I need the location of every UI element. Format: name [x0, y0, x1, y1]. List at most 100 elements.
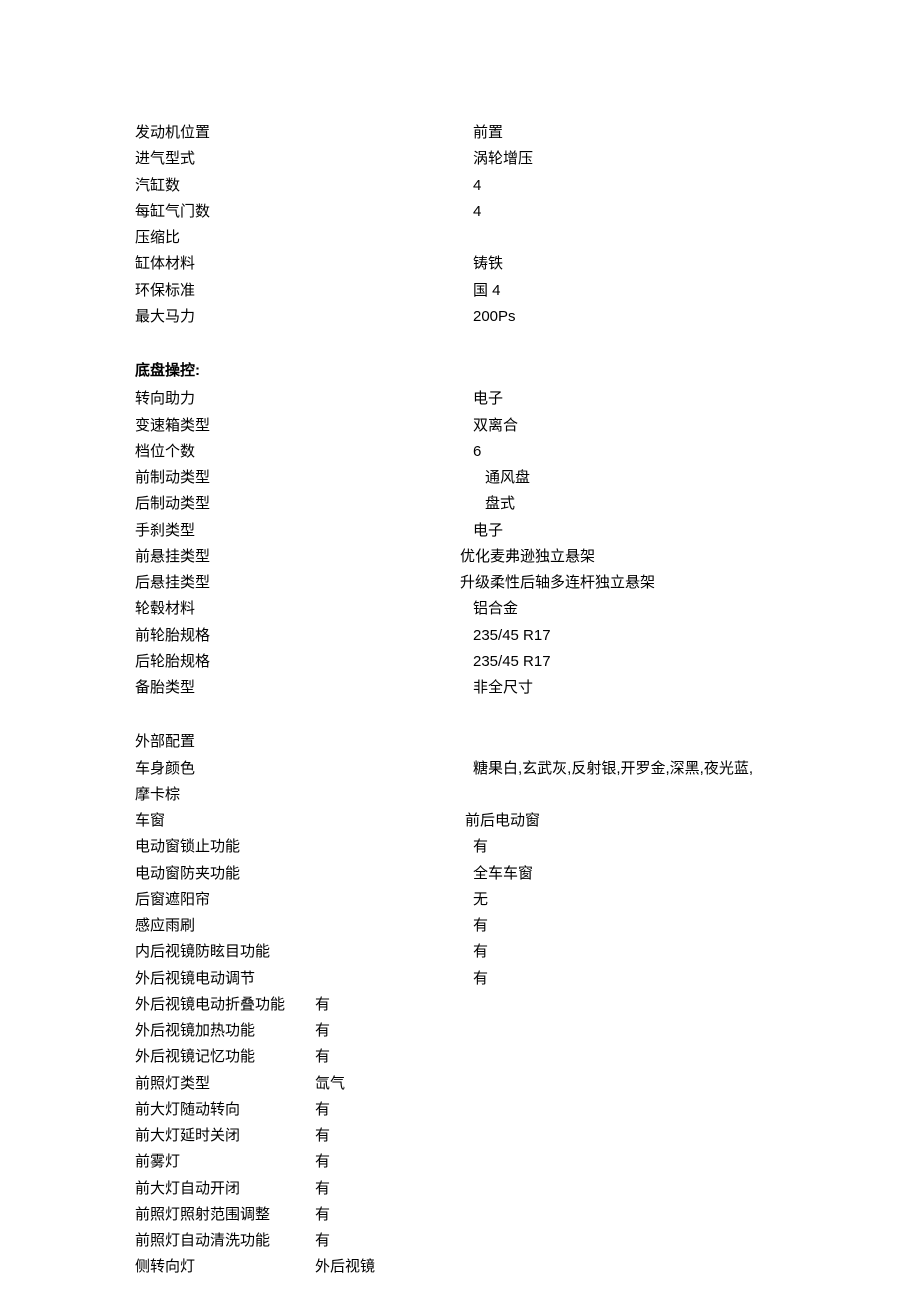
spec-row: 内后视镜防眩目功能有	[135, 939, 785, 965]
spec-label: 压缩比	[135, 225, 473, 251]
spec-row: 车身颜色糖果白,玄武灰,反射银,开罗金,深黑,夜光蓝,	[135, 756, 785, 782]
spec-row: 变速箱类型双离合	[135, 413, 785, 439]
spec-row: 前大灯自动开闭有	[135, 1176, 785, 1202]
spec-row: 电动窗防夹功能全车车窗	[135, 861, 785, 887]
spec-value: 200Ps	[473, 304, 785, 330]
spec-value: 有	[315, 1202, 785, 1228]
spec-label: 感应雨刷	[135, 913, 473, 939]
spec-row: 外后视镜电动折叠功能有	[135, 992, 785, 1018]
spec-row: 后制动类型盘式	[135, 491, 785, 517]
spec-row: 后轮胎规格235/45 R17	[135, 649, 785, 675]
spec-value: 有	[315, 1044, 785, 1070]
spec-row: 后窗遮阳帘无	[135, 887, 785, 913]
spec-value: 涡轮增压	[473, 146, 785, 172]
spec-label: 转向助力	[135, 386, 473, 412]
spec-row: 前大灯随动转向有	[135, 1097, 785, 1123]
spec-label: 外后视镜记忆功能	[135, 1044, 315, 1070]
spec-row: 环保标准国 4	[135, 278, 785, 304]
spec-row: 前轮胎规格235/45 R17	[135, 623, 785, 649]
spec-label: 最大马力	[135, 304, 473, 330]
chassis-section: 底盘操控: 转向助力电子 变速箱类型双离合 档位个数6 前制动类型通风盘 后制动…	[135, 358, 785, 701]
spec-row: 轮毂材料铝合金	[135, 596, 785, 622]
spec-label: 每缸气门数	[135, 199, 473, 225]
spec-label: 前悬挂类型	[135, 544, 460, 570]
spec-value: 有	[315, 1176, 785, 1202]
spec-label: 前大灯延时关闭	[135, 1123, 315, 1149]
spec-label: 前轮胎规格	[135, 623, 473, 649]
spec-row: 档位个数6	[135, 439, 785, 465]
spec-label: 前制动类型	[135, 465, 473, 491]
spec-label: 电动窗锁止功能	[135, 834, 473, 860]
spec-label: 进气型式	[135, 146, 473, 172]
spec-row: 前大灯延时关闭有	[135, 1123, 785, 1149]
spec-row: 压缩比	[135, 225, 785, 251]
spec-row: 电动窗锁止功能有	[135, 834, 785, 860]
spec-row: 前制动类型通风盘	[135, 465, 785, 491]
spec-label: 前大灯自动开闭	[135, 1176, 315, 1202]
spec-value: 6	[473, 439, 785, 465]
spec-label: 后悬挂类型	[135, 570, 460, 596]
spec-value: 电子	[473, 386, 785, 412]
spec-label: 缸体材料	[135, 251, 473, 277]
spec-row: 手刹类型电子	[135, 518, 785, 544]
spec-label: 车窗	[135, 808, 465, 834]
spec-label: 前照灯类型	[135, 1071, 315, 1097]
spec-value: 非全尺寸	[473, 675, 785, 701]
spec-row: 车窗前后电动窗	[135, 808, 785, 834]
spec-row: 前照灯照射范围调整有	[135, 1202, 785, 1228]
spec-value: 4	[473, 199, 785, 225]
spec-value: 有	[473, 939, 785, 965]
spec-row: 前照灯类型氙气	[135, 1071, 785, 1097]
spec-label: 轮毂材料	[135, 596, 473, 622]
chassis-header: 底盘操控:	[135, 358, 785, 384]
spec-label: 外后视镜电动折叠功能	[135, 992, 315, 1018]
spec-label: 后窗遮阳帘	[135, 887, 473, 913]
spec-value: 有	[315, 1097, 785, 1123]
spec-value: 外后视镜	[315, 1254, 785, 1280]
spec-label: 后轮胎规格	[135, 649, 473, 675]
spec-value: 双离合	[473, 413, 785, 439]
spec-row: 缸体材料铸铁	[135, 251, 785, 277]
spec-label: 车身颜色	[135, 756, 473, 782]
spec-value: 有	[473, 834, 785, 860]
spec-row: 外后视镜加热功能有	[135, 1018, 785, 1044]
spec-row: 侧转向灯外后视镜	[135, 1254, 785, 1280]
spec-row: 汽缸数4	[135, 173, 785, 199]
spec-value: 前置	[473, 120, 785, 146]
spec-label: 变速箱类型	[135, 413, 473, 439]
spec-row: 最大马力200Ps	[135, 304, 785, 330]
spec-row: 外后视镜电动调节有	[135, 966, 785, 992]
spec-value: 铸铁	[473, 251, 785, 277]
spec-value: 前后电动窗	[465, 808, 785, 834]
color-wrap: 摩卡棕	[135, 782, 785, 808]
spec-value: 235/45 R17	[473, 649, 785, 675]
spec-row: 备胎类型非全尺寸	[135, 675, 785, 701]
spec-value: 优化麦弗逊独立悬架	[460, 544, 785, 570]
spec-label: 侧转向灯	[135, 1254, 315, 1280]
spec-label: 备胎类型	[135, 675, 473, 701]
spec-label: 内后视镜防眩目功能	[135, 939, 473, 965]
spec-value: 有	[473, 966, 785, 992]
spec-value: 有	[315, 1123, 785, 1149]
spec-label: 前照灯自动清洗功能	[135, 1228, 315, 1254]
spec-value: 国 4	[473, 278, 785, 304]
spec-value: 铝合金	[473, 596, 785, 622]
spec-label: 后制动类型	[135, 491, 473, 517]
spec-label: 手刹类型	[135, 518, 473, 544]
spec-label: 发动机位置	[135, 120, 473, 146]
spec-label: 外后视镜电动调节	[135, 966, 473, 992]
spec-value: 糖果白,玄武灰,反射银,开罗金,深黑,夜光蓝,	[473, 756, 785, 782]
spec-value: 235/45 R17	[473, 623, 785, 649]
spec-label: 前大灯随动转向	[135, 1097, 315, 1123]
spec-label: 外后视镜加热功能	[135, 1018, 315, 1044]
spec-label: 前照灯照射范围调整	[135, 1202, 315, 1228]
spec-value: 4	[473, 173, 785, 199]
spec-value: 电子	[473, 518, 785, 544]
spec-value: 有	[473, 913, 785, 939]
exterior-section: 外部配置 车身颜色糖果白,玄武灰,反射银,开罗金,深黑,夜光蓝, 摩卡棕 车窗前…	[135, 729, 785, 1280]
spec-row: 转向助力电子	[135, 386, 785, 412]
spec-label: 环保标准	[135, 278, 473, 304]
spec-label: 电动窗防夹功能	[135, 861, 473, 887]
spec-value: 有	[315, 1018, 785, 1044]
spec-value: 全车车窗	[473, 861, 785, 887]
